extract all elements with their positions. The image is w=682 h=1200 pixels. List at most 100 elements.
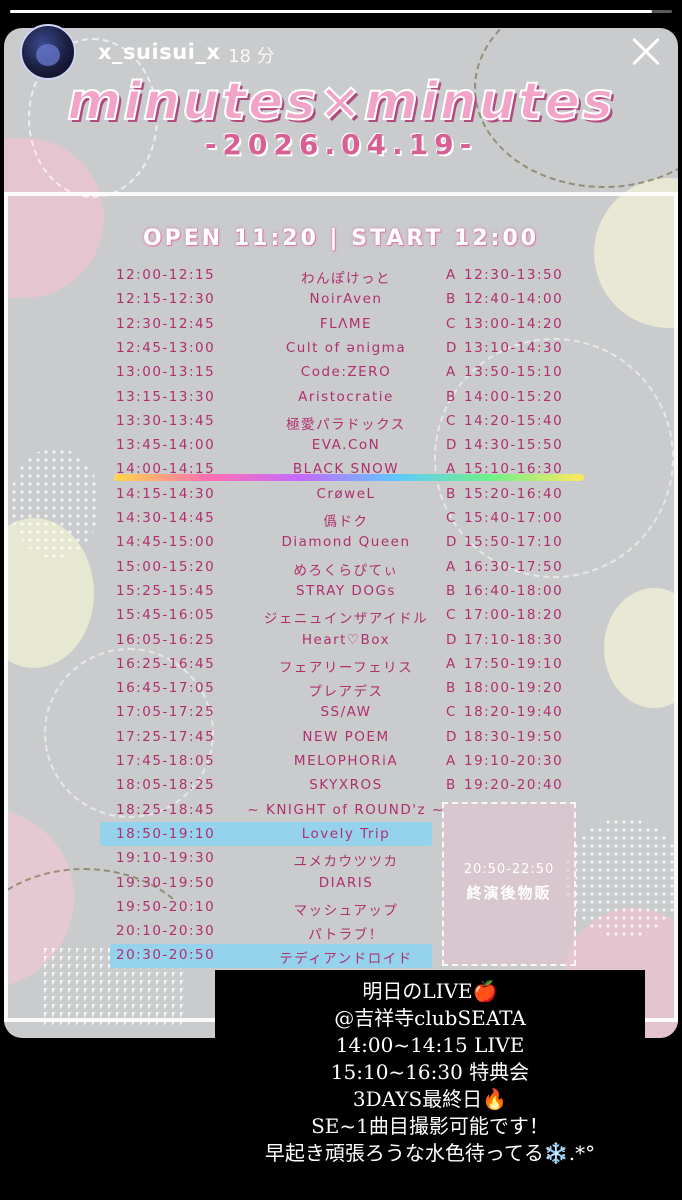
slot-time: 15:45-16:05 [116, 607, 216, 624]
timetable-row: 15:25-15:45 STRAY DOGs B 16:40-18:00 [4, 579, 678, 603]
slot-time: 18:50-19:10 [116, 825, 216, 842]
booth-letter: B [446, 485, 457, 502]
timetable-row: 15:00-15:20 めろくらぴてぃ A 16:30-17:50 [4, 555, 678, 579]
timetable-row: 20:30-20:50 テディアンドロイド [4, 943, 678, 967]
artist-name: マッシュアップ [293, 902, 399, 919]
artist-name: Lovely Trip [301, 825, 391, 842]
artist-name: MELOPHORiA [293, 753, 399, 769]
booth-letter: A [446, 655, 457, 672]
artist-name: わんぽけっと [301, 271, 391, 287]
username[interactable]: x_suisui_x [98, 40, 221, 64]
timetable-row: 13:00-13:15 Code:ZERO A 13:50-15:10 [4, 360, 678, 384]
booth-time: 18:30-19:50 [464, 728, 564, 745]
booth-time: 15:50-17:10 [464, 534, 564, 551]
booth-letter: B [446, 291, 457, 308]
timetable-row: 16:45-17:05 プレアデス B 18:00-19:20 [4, 676, 678, 700]
caption-line: 3DAYS最終日🔥 [352, 1087, 508, 1111]
artist-name: DIARIS [318, 874, 374, 891]
artist-name: Aristocratie [298, 388, 394, 405]
slot-time: 13:45-14:00 [116, 437, 216, 454]
slot-time: 19:10-19:30 [116, 850, 216, 867]
slot-time: 18:05-18:25 [116, 777, 216, 794]
slot-time: 15:25-15:45 [116, 582, 216, 599]
slot-time: 12:45-13:00 [116, 339, 216, 356]
timetable-row: 19:50-20:10 マッシュアップ [4, 895, 678, 919]
timetable-row: 13:30-13:45 極愛パラドックス C 14:20-15:40 [4, 409, 678, 433]
artist-name: パトラブ！ [308, 927, 384, 944]
booth-letter: B [446, 680, 457, 697]
slot-time: 14:00-14:15 [116, 461, 216, 478]
slot-time: 17:45-18:05 [116, 753, 216, 769]
booth-letter: D [446, 437, 458, 454]
booth-letter: C [446, 607, 457, 624]
poster-frame-right [674, 192, 678, 1022]
timetable-row: 16:05-16:25 Heart♡Box D 17:10-18:30 [4, 628, 678, 652]
booth-letter: D [446, 339, 458, 356]
timetable-row: 15:45-16:05 ジェニュインザアイドル C 17:00-18:20 [4, 603, 678, 627]
story-poster-image: minutes×minutes -2026.04.19- OPEN 11:20 … [4, 28, 678, 1038]
highlight-rainbow-bar [114, 474, 584, 481]
artist-name: SS/AW [320, 704, 372, 721]
booth-time: 15:40-17:00 [464, 510, 564, 526]
slot-time: 17:25-17:45 [116, 728, 216, 745]
timetable-row: 16:25-16:45 フェアリーフェリス A 17:50-19:10 [4, 652, 678, 676]
slot-time: 18:25-18:45 [116, 801, 216, 818]
booth-letter: D [446, 534, 458, 551]
decor-dashed-circle [44, 648, 214, 818]
booth-letter: A [446, 753, 457, 769]
artist-name: ~ KNIGHT of ROUND'z ~ [247, 801, 445, 818]
timetable-row: 12:15-12:30 NoirAven B 12:40-14:00 [4, 287, 678, 311]
story-progress-fill [10, 10, 653, 13]
booth-time: 17:10-18:30 [464, 631, 564, 648]
booth-time: 16:40-18:00 [464, 582, 564, 599]
slot-time: 12:30-12:45 [116, 315, 216, 332]
artist-name: NEW POEM [302, 728, 390, 745]
decor-dashed-arc [4, 868, 204, 1038]
decor-dots [10, 448, 100, 558]
story-caption: 明日のLIVE🍎 @吉祥寺clubSEATA 14:00~14:15 LIVE 15:… [215, 970, 645, 1192]
timetable-row: 18:25-18:45 ~ KNIGHT of ROUND'z ~ [4, 798, 678, 822]
slot-time: 13:00-13:15 [116, 364, 216, 381]
artist-name: ジェニュインザアイドル [263, 611, 429, 628]
caption-line: @吉祥寺clubSEATA [334, 1006, 526, 1030]
artist-name: Heart♡Box [301, 631, 391, 648]
booth-letter: A [446, 267, 457, 283]
artist-name: NoirAven [309, 291, 383, 308]
artist-name: フェアリーフェリス [278, 659, 414, 676]
slot-time: 12:00-12:15 [116, 267, 216, 283]
poster-frame-top [4, 192, 678, 196]
artist-name: 僞ドク [323, 514, 369, 530]
booth-letter: A [446, 558, 457, 575]
story-header: x_suisui_x 18 分 [0, 18, 682, 98]
time-ago: 18 分 [228, 46, 275, 67]
artist-name: FLΛME [319, 315, 373, 332]
caption-line: 早起き頑張ろうな水色待ってる❄️.*° [264, 1141, 596, 1165]
merch-label: 終演後物販 [466, 884, 552, 902]
slot-time: 14:15-14:30 [116, 485, 216, 502]
booth-time: 14:30-15:50 [464, 437, 564, 454]
timetable-row: 12:45-13:00 Cult of ənigma D 13:10-14:30 [4, 336, 678, 360]
booth-time: 18:00-19:20 [464, 680, 564, 697]
timetable-row: 14:45-15:00 Diamond Queen D 15:50-17:10 [4, 530, 678, 554]
close-icon[interactable] [626, 32, 666, 72]
slot-time: 14:30-14:45 [116, 510, 216, 526]
booth-time: 13:00-14:20 [464, 315, 564, 332]
timetable-row: 17:25-17:45 NEW POEM D 18:30-19:50 [4, 725, 678, 749]
booth-time: 17:00-18:20 [464, 607, 564, 624]
artist-name: めろくらぴてぃ [293, 562, 399, 579]
artist-name: Cult of ənigma [285, 339, 407, 356]
artist-name: CrøweL [316, 485, 376, 502]
slot-time: 14:45-15:00 [116, 534, 216, 551]
avatar[interactable] [20, 24, 76, 80]
booth-time: 19:20-20:40 [464, 777, 564, 794]
slot-time: 17:05-17:25 [116, 704, 216, 721]
booth-time: 12:30-13:50 [464, 267, 564, 283]
slot-time: 15:00-15:20 [116, 558, 216, 575]
slot-time: 19:50-20:10 [116, 898, 216, 915]
booth-letter: B [446, 582, 457, 599]
booth-letter: B [446, 388, 457, 405]
story-progress-bar [10, 10, 672, 13]
slot-time: 16:25-16:45 [116, 655, 216, 672]
artist-name: EVA.CoN [311, 437, 381, 454]
caption-line: SE~1曲目撮影可能です！ [311, 1114, 549, 1138]
